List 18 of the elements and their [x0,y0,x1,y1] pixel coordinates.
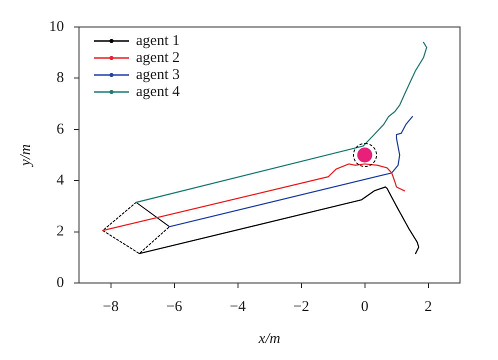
x-tick-label: −6 [166,298,183,315]
legend-label: agent 3 [136,66,180,83]
y-tick-label: 2 [56,224,64,240]
y-axis-title: y/m [18,144,34,168]
legend-label: agent 4 [136,84,180,100]
legend-label: agent 2 [136,50,180,66]
x-tick-label: 2 [424,298,432,315]
y-tick-label: 6 [56,121,64,138]
x-tick-label: −2 [293,298,310,315]
legend-label: agent 1 [136,32,180,49]
y-tick-label: 4 [56,172,64,189]
y-tick-label: 0 [56,274,64,291]
x-tick-label: −8 [102,298,119,315]
y-tick-label: 8 [56,70,64,86]
x-axis-title: x/m [258,330,280,347]
x-tick-label: 0 [361,298,368,315]
x-tick-label: −4 [230,298,246,315]
y-tick-label: 10 [49,18,64,35]
